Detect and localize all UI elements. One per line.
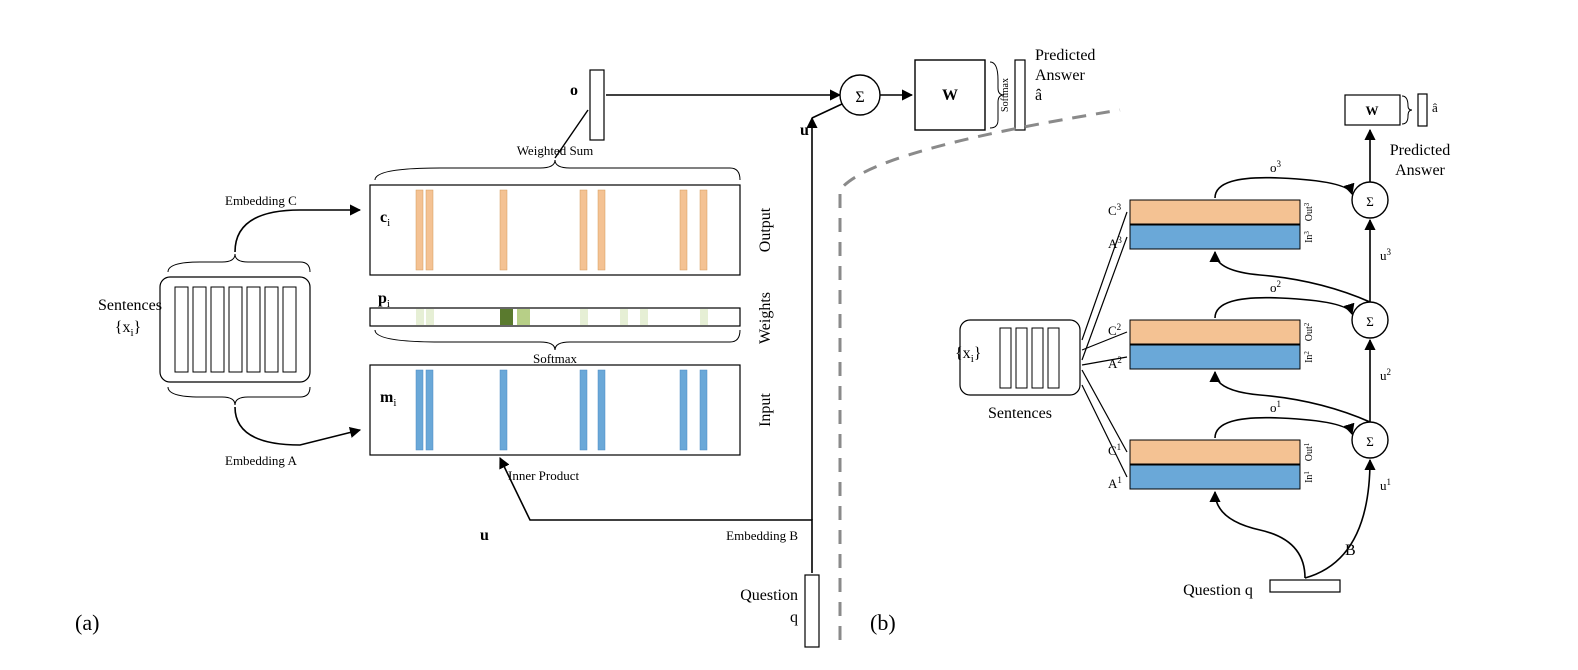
u-label-top: u [800, 122, 809, 139]
embedding-a-label: Embedding A [225, 453, 297, 468]
svg-text:W: W [1366, 103, 1379, 118]
sigma-label: Σ [855, 89, 864, 106]
svg-text:Predicted: Predicted [1390, 142, 1450, 159]
hop-2: C2 A2 Out2 In2 [1108, 320, 1315, 371]
svg-text:C3: C3 [1108, 202, 1122, 218]
b-question-label: Question q [1183, 582, 1253, 599]
svg-text:Σ: Σ [1366, 194, 1374, 209]
softmax-out-label: Softmax [1000, 78, 1011, 112]
a-hat-label: â [1035, 87, 1042, 104]
embedding-b-label: Embedding B [726, 528, 798, 543]
p-i-label: pi [378, 290, 390, 310]
svg-text:In1: In1 [1303, 471, 1315, 483]
question-vector [805, 575, 819, 647]
output-side: Output [757, 207, 774, 252]
W-label: W [942, 87, 958, 104]
svg-text:A3: A3 [1108, 235, 1122, 251]
weights-side: Weights [757, 292, 774, 344]
input-side: Input [757, 393, 774, 427]
hop-1: C1 A1 Out1 In1 [1108, 440, 1315, 491]
sentences-label: Sentences [98, 297, 162, 314]
predicted-label: Predicted [1035, 47, 1095, 64]
panel-a-tag: (a) [75, 610, 99, 635]
inner-product-label: Inner Product [508, 468, 580, 483]
svg-text:A1: A1 [1108, 475, 1122, 491]
softmax-label: Softmax [533, 351, 578, 366]
dashed-separator [840, 110, 1120, 640]
svg-text:u1: u1 [1380, 477, 1391, 493]
u-label-bottom: u [480, 527, 489, 544]
svg-text:Answer: Answer [1395, 162, 1445, 179]
svg-text:o2: o2 [1270, 279, 1281, 295]
diagram-canvas: Sentences {xi} Embedding C Embedding A c… [0, 0, 1578, 670]
svg-text:Σ: Σ [1366, 314, 1374, 329]
svg-text:Out1: Out1 [1303, 442, 1315, 461]
embedding-c-label: Embedding C [225, 193, 297, 208]
svg-text:Out3: Out3 [1303, 202, 1315, 221]
b-sentences-label: Sentences [988, 405, 1052, 422]
answer-label: Answer [1035, 67, 1085, 84]
a-hat-vector [1015, 60, 1025, 130]
weights-strip [370, 308, 740, 326]
panel-b-tag: (b) [870, 610, 896, 635]
svg-text:o3: o3 [1270, 159, 1282, 175]
svg-text:In2: In2 [1303, 351, 1315, 363]
svg-text:A2: A2 [1108, 355, 1122, 371]
svg-text:Out2: Out2 [1303, 322, 1315, 341]
b-xi: {xi} [955, 345, 981, 365]
b-a-hat-vector [1418, 94, 1427, 126]
svg-text:o1: o1 [1270, 399, 1281, 415]
hop-3: C3 A3 Out3 In3 [1108, 200, 1315, 251]
question-label: Question [740, 587, 798, 604]
svg-text:C1: C1 [1108, 442, 1121, 458]
b-question-vector [1270, 580, 1340, 592]
svg-text:u3: u3 [1380, 247, 1392, 263]
panel-b: (b) {xi} Sentences C1 A1 Out1 In1 C2 A2 … [870, 94, 1450, 635]
svg-text:In3: In3 [1303, 231, 1315, 243]
o-label: o [570, 82, 578, 99]
svg-text:â: â [1432, 100, 1438, 115]
svg-text:u2: u2 [1380, 367, 1391, 383]
sentences-sym: {xi} [115, 319, 141, 339]
q-label: q [790, 609, 798, 626]
svg-text:Σ: Σ [1366, 434, 1374, 449]
sentences-box [160, 277, 310, 382]
weighted-sum-label: Weighted Sum [517, 143, 594, 158]
o-vector [590, 70, 604, 140]
